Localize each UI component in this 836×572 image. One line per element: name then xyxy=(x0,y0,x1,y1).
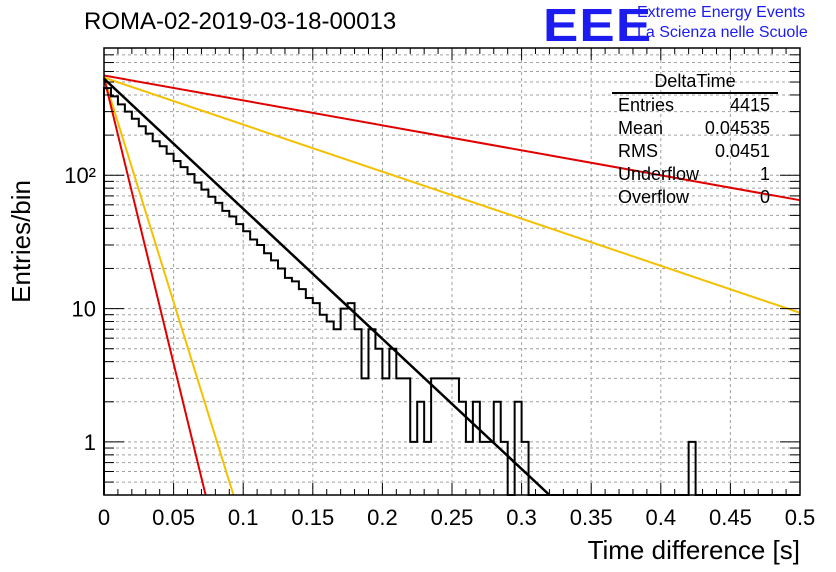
grid xyxy=(104,47,800,496)
x-tick-labels: 0 0.05 0.1 0.15 0.2 0.25 0.3 0.35 0.4 0.45 0.5 xyxy=(98,505,815,530)
stats-value: 4415 xyxy=(729,95,770,115)
stats-label: Underflow xyxy=(618,164,700,184)
stats-value: 0.0451 xyxy=(714,141,770,161)
stats-box: DeltaTime Entries 4415 Mean 0.04535 RMS … xyxy=(612,70,778,209)
stats-label: Entries xyxy=(618,95,675,115)
x-tick-label: 0.2 xyxy=(367,505,398,530)
stats-value: 0.04535 xyxy=(704,118,770,138)
stats-row-underflow: Underflow 1 xyxy=(612,163,778,186)
eee-logo: EEE xyxy=(543,0,653,51)
x-tick-label: 0.25 xyxy=(431,505,474,530)
series-band-lower-outer xyxy=(103,77,207,496)
x-tick-label: 0.1 xyxy=(228,505,259,530)
axis-ticks xyxy=(103,47,801,496)
x-axis-label: Time difference [s] xyxy=(588,535,800,565)
stats-title: DeltaTime xyxy=(612,70,778,94)
stats-label: Overflow xyxy=(618,187,690,207)
y-tick-labels: 1 10 10² xyxy=(64,163,96,455)
run-title: ROMA-02-2019-03-18-00013 xyxy=(84,8,397,35)
logo-line-2: La Scienza nelle Scuole xyxy=(637,24,808,41)
x-tick-label: 0.05 xyxy=(152,505,195,530)
stats-value: 0 xyxy=(759,187,770,207)
x-tick-label: 0.4 xyxy=(646,505,677,530)
series-layer xyxy=(103,74,801,496)
stats-row-rms: RMS 0.0451 xyxy=(612,140,778,163)
x-tick-label: 0.35 xyxy=(570,505,613,530)
x-tick-label: 0 xyxy=(98,505,110,530)
x-tick-label: 0.3 xyxy=(506,505,537,530)
series-band-upper-outer xyxy=(103,74,801,202)
y-tick-label: 1 xyxy=(84,430,96,455)
x-tick-label: 0.45 xyxy=(709,505,752,530)
series-band-lower-inner xyxy=(103,77,235,496)
y-axis-label: Entries/bin xyxy=(6,180,36,303)
y-tick-label: 10² xyxy=(64,163,96,188)
stats-row-mean: Mean 0.04535 xyxy=(612,117,778,140)
stats-label: Mean xyxy=(618,118,664,138)
stats-label: RMS xyxy=(618,141,658,161)
stats-row-entries: Entries 4415 xyxy=(612,94,778,117)
logo-line-1: Extreme Energy Events xyxy=(637,4,806,21)
stats-row-overflow: Overflow 0 xyxy=(612,186,778,209)
stats-value: 1 xyxy=(759,164,770,184)
x-tick-label: 0.5 xyxy=(785,505,816,530)
series-band-upper-inner xyxy=(103,76,801,314)
x-tick-label: 0.15 xyxy=(291,505,334,530)
series-fit xyxy=(103,77,551,496)
y-tick-label: 10 xyxy=(72,297,96,322)
